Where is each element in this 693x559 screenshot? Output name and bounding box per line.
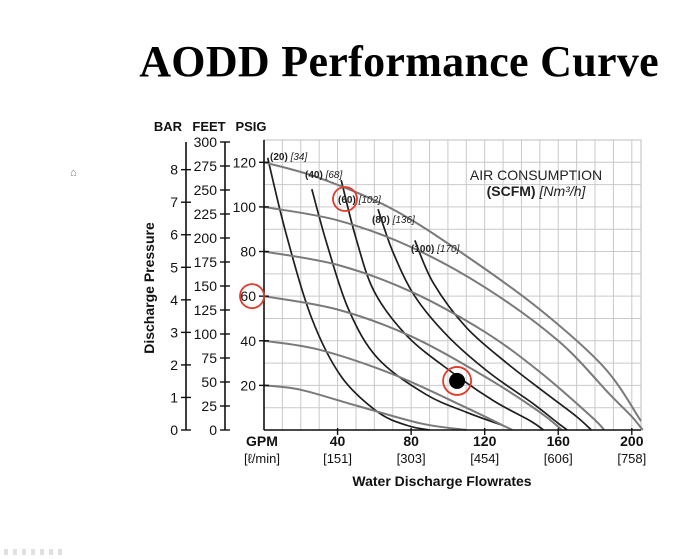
feet-axis-tick-label: 25 [201,398,217,414]
psig-axis-tick-label: 20 [240,377,256,393]
bar-axis-tick-label: 4 [170,292,178,308]
y-axis-label: Discharge Pressure [141,222,157,354]
x-unit-lpm: [ℓ/min] [244,451,280,466]
air-curve [263,295,563,431]
x-tick-label-lpm: [454] [470,451,499,466]
air-curve [263,339,513,431]
curve-label-scfm: (60) [338,195,356,206]
psig-axis-tick-label: 120 [233,154,257,170]
air-curve [263,161,642,422]
bar-axis-tick-label: 2 [170,357,178,373]
curve-label-scfm: (20) [270,152,288,163]
curve-label-scfm: (100) [411,244,434,255]
feet-axis-header: FEET [192,119,225,134]
curve-label: (100) [170] [411,244,460,255]
ghost-curves [266,157,592,431]
flow-curve [310,188,504,427]
curve-label: (80) [136] [372,215,415,226]
footer-decoration [4,549,64,555]
air-consumption-curves [263,161,644,431]
curve-label-scfm: (40) [305,170,323,181]
chart-axes: 0123456780255075100125150175200225250275… [141,119,646,489]
psig-axis-tick-label: 100 [233,199,257,215]
flow-curve [414,240,592,431]
curve-label: (40) [68] [305,170,342,181]
feet-axis-tick-label: 50 [201,374,217,390]
x-tick-label-gpm: 120 [473,433,497,449]
flow-curve [377,208,568,431]
psig-axis-tick-label: 60 [240,288,256,304]
operating-point [449,372,466,389]
bar-axis-tick-label: 1 [170,389,178,405]
scfm-unit: (SCFM) [487,183,536,199]
x-tick-label-lpm: [151] [323,451,352,466]
psig-axis-tick-label: 80 [240,244,256,260]
feet-axis-tick-label: 0 [209,422,217,438]
curve-label-nm3h: [136] [390,215,415,226]
feet-axis-tick-label: 75 [201,350,217,366]
chart-labels: (20) [34] (40) [68] (60) [102] (80) [136] (1… [270,152,602,255]
curve-label-nm3h: [102] [356,195,381,206]
curve-label-nm3h: [68] [323,170,343,181]
bar-axis-header: BAR [154,119,183,134]
x-tick-label-lpm: [303] [397,451,426,466]
curve-label-scfm: (80) [372,215,390,226]
bar-axis-tick-label: 7 [170,194,178,210]
curve-label: (20) [34] [270,152,307,163]
bar-axis-tick-label: 8 [170,162,178,178]
nm3h-unit: [Nm³/h] [536,183,587,199]
flow-curve [266,157,430,431]
psig-axis-header: PSIG [235,119,266,134]
air-consumption-title: AIR CONSUMPTION [470,167,602,183]
feet-axis-tick-label: 200 [194,230,218,246]
air-curve [263,250,605,431]
mouse-cursor-icon: ⌂ [70,167,77,179]
bar-axis-tick-label: 0 [170,422,178,438]
feet-axis-tick-label: 300 [194,134,218,150]
x-tick-label-gpm: 200 [620,433,644,449]
x-tick-label-gpm: 80 [403,433,419,449]
feet-axis-tick-label: 275 [194,158,218,174]
x-unit-gpm: GPM [246,433,278,449]
feet-axis-tick-label: 150 [194,278,218,294]
curve-60-highlight-circle [332,186,358,212]
x-axis-label: Water Discharge Flowrates [352,473,531,489]
air-curve [263,384,467,431]
chart-highlights [239,186,472,396]
air-consumption-units: (SCFM) [Nm³/h] [487,183,587,199]
curve-label-nm3h: [34] [288,152,308,163]
x-tick-label-lpm: [758] [617,451,646,466]
feet-axis-tick-label: 225 [194,206,218,222]
curve-label-nm3h: [170] [434,244,459,255]
bar-axis-tick-label: 6 [170,227,178,243]
x-tick-label-lpm: [606] [544,451,573,466]
bar-axis-tick-label: 5 [170,259,178,275]
feet-axis-tick-label: 250 [194,182,218,198]
psig-axis-tick-label: 40 [240,333,256,349]
bar-axis-tick-label: 3 [170,324,178,340]
page-title: AODD Performance Curve [139,37,659,86]
curve-label: (60) [102] [338,195,381,206]
x-tick-label-gpm: 40 [330,433,346,449]
x-tick-label-gpm: 160 [547,433,571,449]
psig-60-highlight-circle [239,283,265,310]
feet-axis-tick-label: 175 [194,254,218,270]
air-curve [263,205,644,431]
flow-curve [340,179,545,431]
operating-point-ring [442,366,472,396]
feet-axis-tick-label: 100 [194,326,218,342]
feet-axis-tick-label: 125 [194,302,218,318]
